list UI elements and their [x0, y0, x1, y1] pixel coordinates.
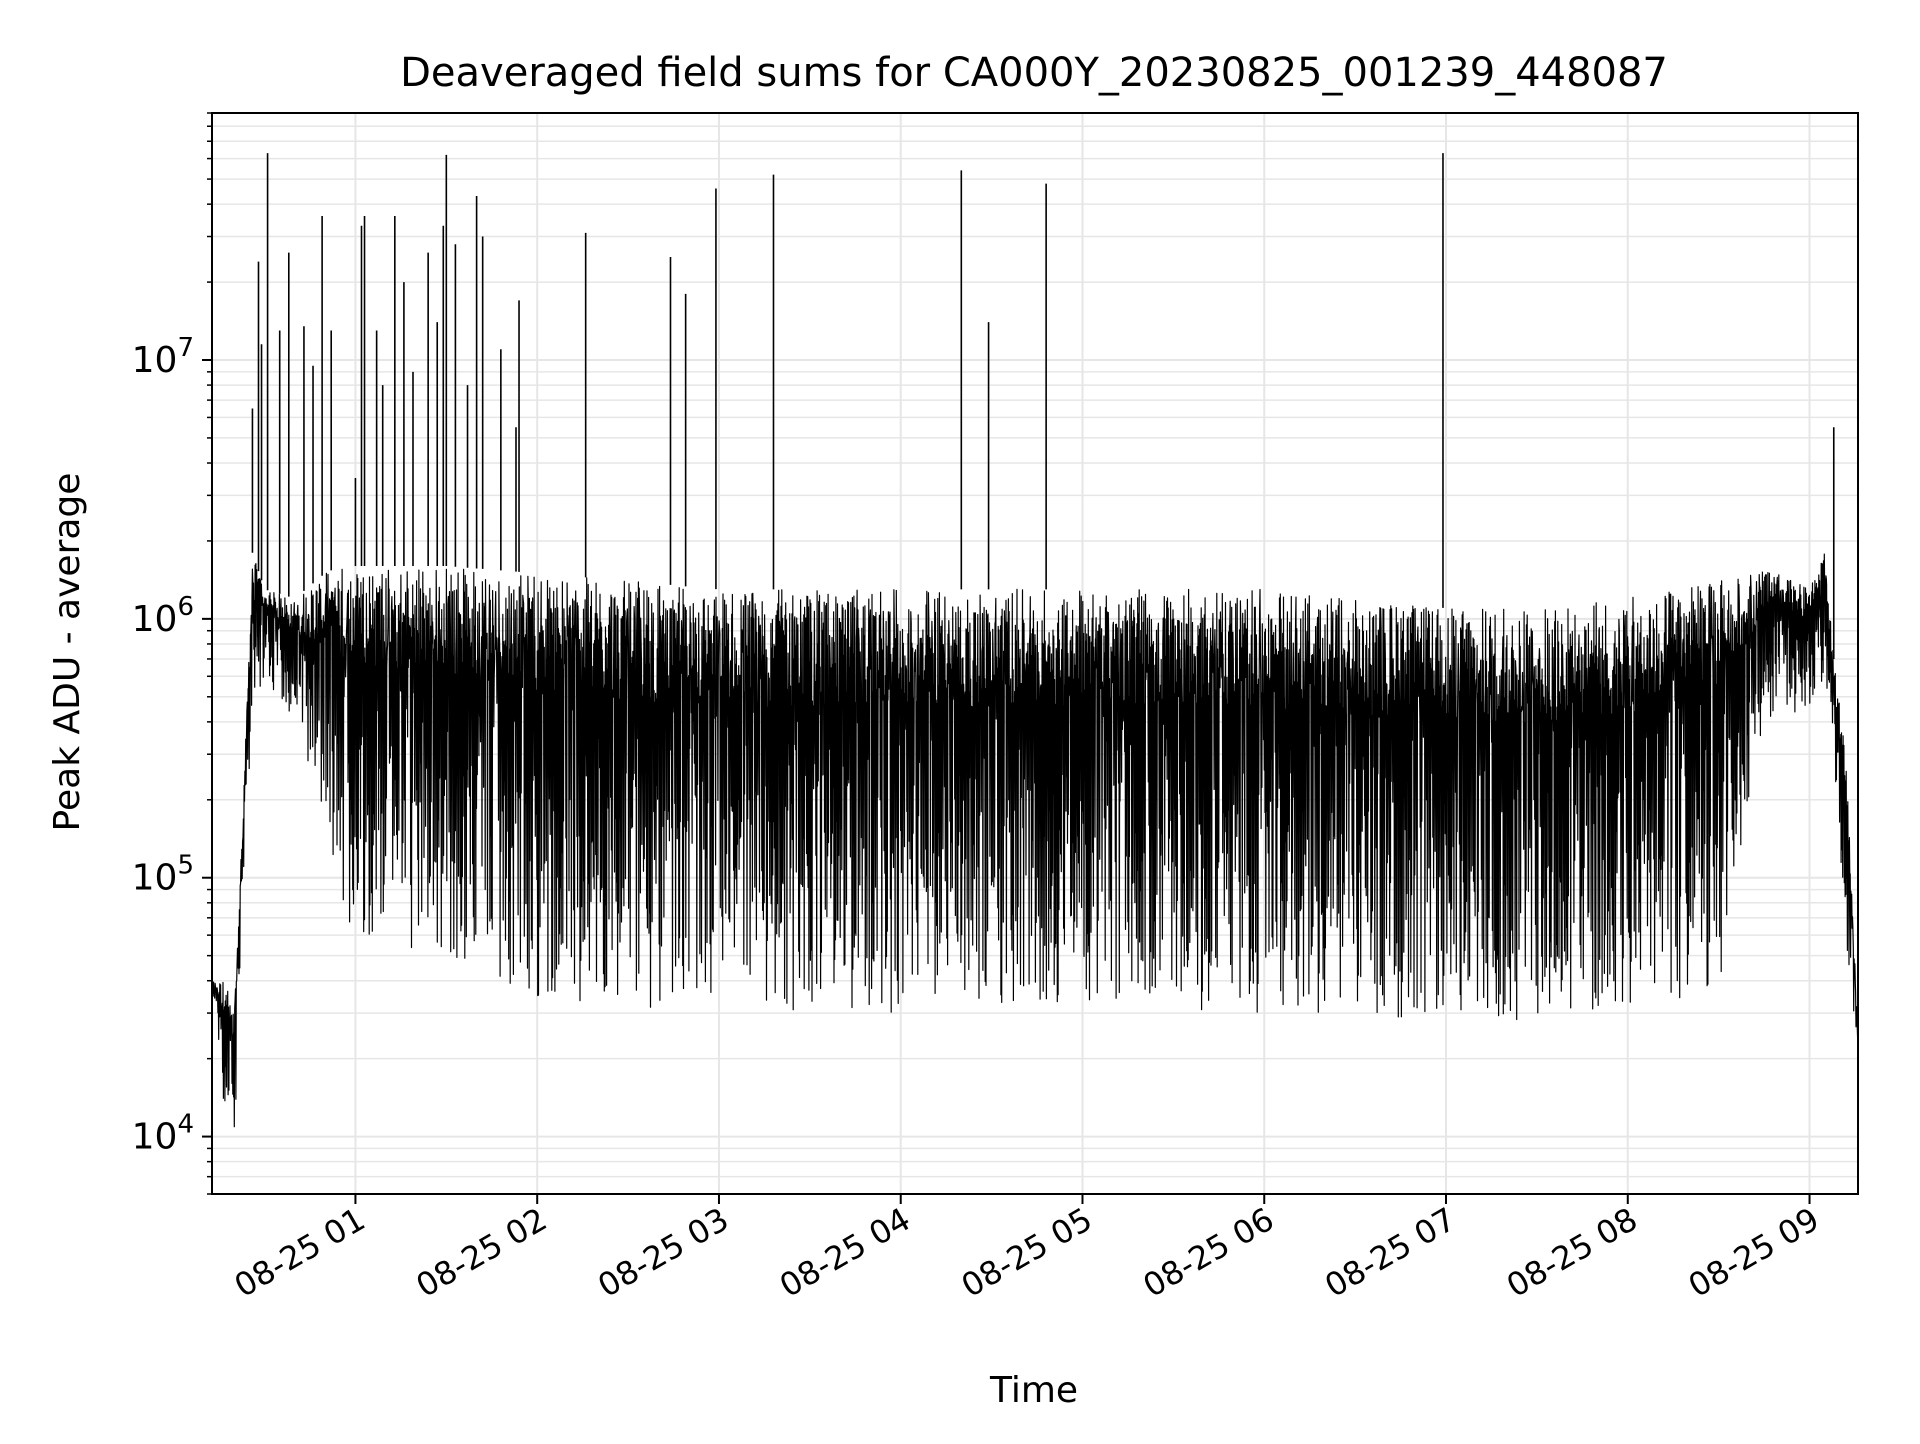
y-tick-base: 10 [132, 340, 178, 381]
y-tick-exponent: 5 [177, 851, 194, 881]
y-axis-label: Peak ADU - average [47, 473, 88, 832]
y-tick-base: 10 [132, 599, 178, 640]
y-tick-label: 105 [132, 851, 194, 899]
y-tick-label: 107 [132, 333, 194, 381]
x-axis-label: Time [989, 1370, 1078, 1411]
y-tick-label: 106 [132, 592, 194, 640]
y-tick-base: 10 [132, 1117, 178, 1158]
y-tick-base: 10 [132, 858, 178, 899]
y-tick-label: 104 [132, 1110, 194, 1158]
y-tick-exponent: 6 [177, 592, 194, 622]
chart-title: Deaveraged field sums for CA000Y_2023082… [400, 50, 1668, 96]
y-tick-exponent: 7 [177, 333, 194, 363]
y-tick-exponent: 4 [177, 1110, 194, 1140]
series-group [211, 153, 1859, 1128]
series-line [211, 553, 1859, 1128]
plot-frame [211, 112, 1859, 1195]
